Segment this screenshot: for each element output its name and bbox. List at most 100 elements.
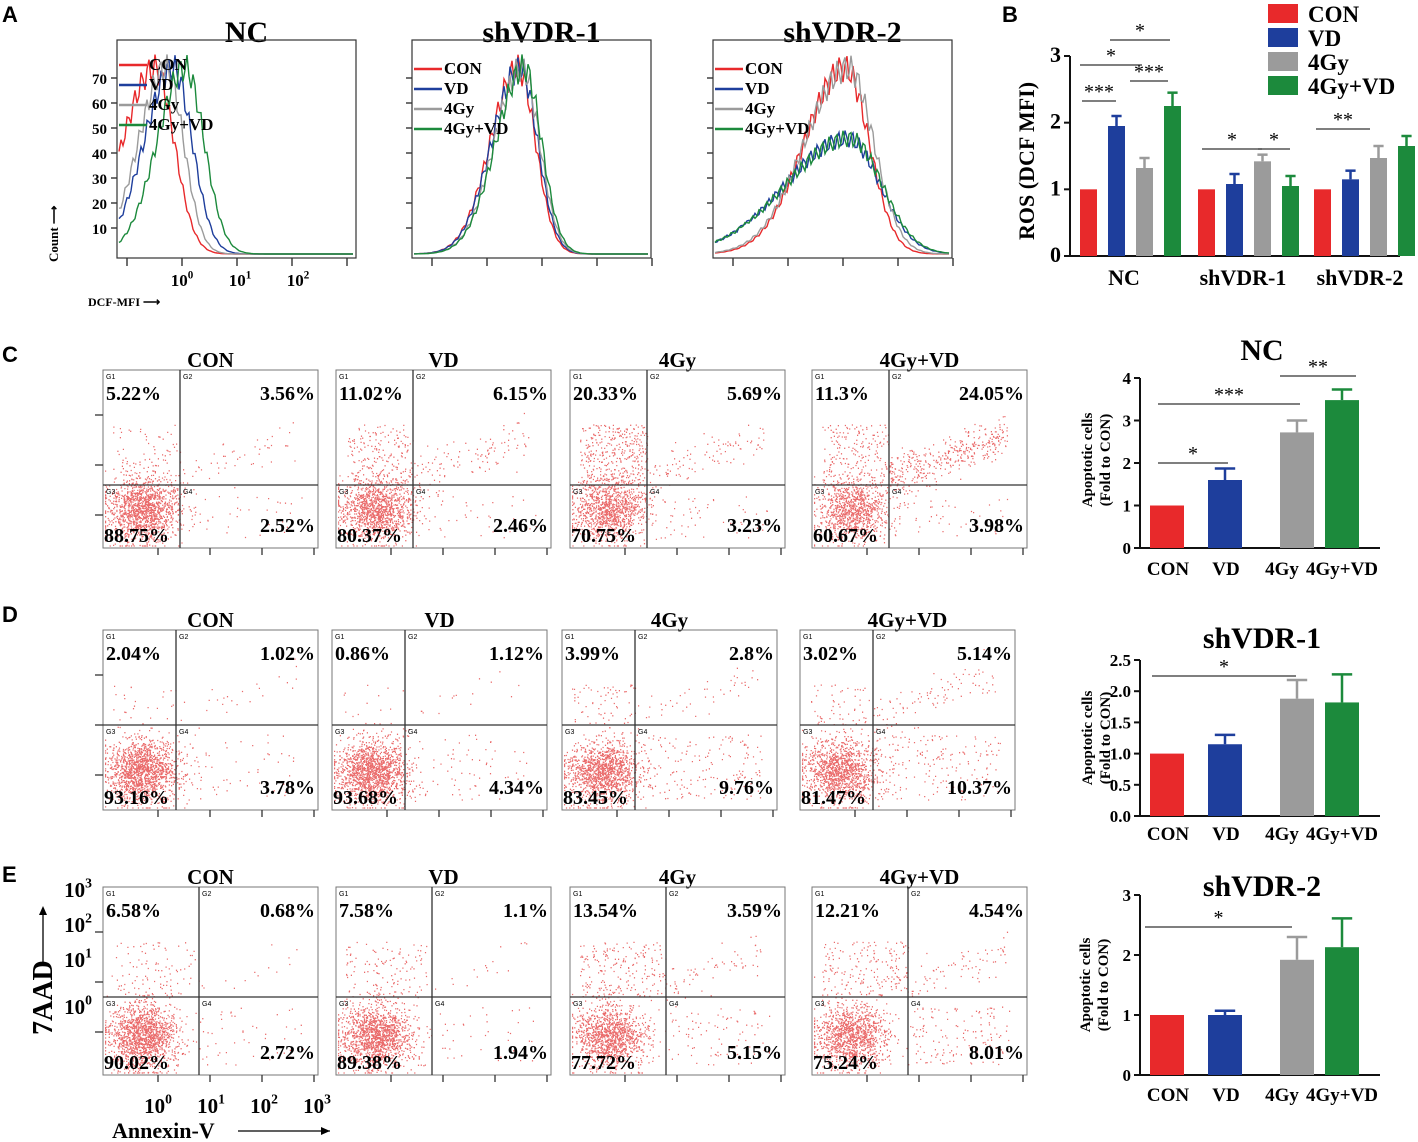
histogram-curve-con <box>714 56 949 255</box>
bar-vd <box>1208 480 1242 548</box>
gate-label: G2 <box>650 374 659 381</box>
x-tick-label: CON <box>1147 559 1190 580</box>
dot-cloud <box>105 942 304 1074</box>
gate-label: G3 <box>106 729 115 736</box>
quadrant-ll-percent: 77.72% <box>571 1052 636 1074</box>
legend-swatch <box>1268 52 1298 71</box>
legend-label: 4Gy+VD <box>745 119 809 138</box>
y-tick-label: 40 <box>92 147 107 163</box>
quadrant-ll-percent: 70.75% <box>571 525 636 547</box>
bar-vd <box>1208 744 1242 816</box>
quadrant-ul-percent: 2.04% <box>106 643 161 665</box>
gate-label: G2 <box>435 891 444 898</box>
gate-label: G3 <box>339 1001 348 1008</box>
y-tick-label: 3 <box>1050 42 1061 67</box>
significance-mark: * <box>1106 45 1116 67</box>
quadrant-ll-percent: 83.45% <box>563 787 628 809</box>
legend-label: CON <box>1308 2 1360 27</box>
quadrant-lr-percent: 5.15% <box>727 1042 782 1064</box>
y-axis-label: ROS (DCF MFI) <box>1014 82 1039 240</box>
gate-label: G2 <box>669 891 678 898</box>
quadrant-ur-percent: 0.68% <box>260 900 315 922</box>
histogram-frame <box>411 39 652 259</box>
y-axis-label-2: (Fold to CON) <box>1098 692 1114 785</box>
gate-label: G4 <box>179 729 188 736</box>
y-tick-label: 101 <box>64 946 92 972</box>
y-tick-label: 20 <box>92 197 107 213</box>
significance-mark: * <box>1214 907 1224 929</box>
dot-plot-c-4gy-vd: 4Gy+VD G1 G2 G3 G4 11.3% 24.05% 60.67% 3.98% <box>811 348 1028 555</box>
y-tick-label: 2.5 <box>1110 651 1131 670</box>
gate-label: G4 <box>650 489 659 496</box>
significance-mark: * <box>1227 129 1237 151</box>
legend-label: 4Gy+VD <box>149 115 213 134</box>
x-tick-label: CON <box>1147 824 1190 845</box>
quadrant-lr-percent: 8.01% <box>969 1042 1024 1064</box>
dot-plot-c-con: CON G1 G2 G3 G4 5.22% 3.56% 88.75% 2.52% <box>95 348 319 555</box>
x-axis-label: DCF-MFI ⟶ <box>88 295 160 309</box>
dot-plot-title: CON <box>187 348 234 372</box>
gate-label: G1 <box>335 634 344 641</box>
quadrant-ur-percent: 1.02% <box>260 643 315 665</box>
quadrant-ul-percent: 13.54% <box>573 900 638 922</box>
gate-label: G1 <box>339 891 348 898</box>
y-tick-label-base: 10 <box>64 878 85 902</box>
x-tick-label: VD <box>1212 824 1239 845</box>
gate-label: G2 <box>202 891 211 898</box>
gate-label: G3 <box>335 729 344 736</box>
x-tick-label: 4Gy <box>1265 559 1299 580</box>
x-tick-label: VD <box>1212 1085 1239 1106</box>
gate-label: G4 <box>202 1001 211 1008</box>
gate-label: G3 <box>815 1001 824 1008</box>
quadrant-lr-percent: 3.23% <box>727 515 782 537</box>
quadrant-lr-percent: 2.46% <box>493 515 548 537</box>
bar-vd <box>1108 126 1125 256</box>
y-tick-label: 0 <box>1123 539 1132 558</box>
bar-4gy <box>1254 161 1271 256</box>
dot-plot-title: VD <box>428 348 458 372</box>
dot-plot-title: CON <box>187 865 234 889</box>
significance-mark: * <box>1188 443 1198 465</box>
x-tick-label: 4Gy+VD <box>1306 1085 1378 1106</box>
bar-con <box>1314 189 1331 256</box>
gate-label: G1 <box>106 891 115 898</box>
histogram-curve-4gy <box>714 55 949 255</box>
bar-4gy-vd <box>1325 400 1359 548</box>
bar-vd <box>1226 184 1243 256</box>
y-tick-label-exp: 2 <box>85 911 92 926</box>
legend-label: 4Gy <box>444 99 475 118</box>
x-tick-label-base: 10 <box>229 271 246 290</box>
bar-4gy <box>1280 959 1314 1075</box>
y-tick-label-base: 10 <box>64 913 85 937</box>
gate-label: G2 <box>183 374 192 381</box>
bar-con <box>1150 753 1184 816</box>
dot-plot-d-4gy-vd: 4Gy+VD G1 G2 G3 G4 3.02% 5.14% 81.47% 10.37% <box>799 608 1016 817</box>
y-tick-label: 1 <box>1123 497 1132 516</box>
gate-label: G1 <box>815 891 824 898</box>
dot-plot-title: 4Gy+VD <box>868 608 948 632</box>
chart-title: shVDR-2 <box>1203 870 1321 903</box>
x-axis-arrowhead <box>321 1127 330 1135</box>
quadrant-ur-percent: 5.69% <box>727 383 782 405</box>
gate-label: G2 <box>892 374 901 381</box>
x-tick-label: 103 <box>303 1092 331 1118</box>
dot-plot-d-4gy: 4Gy G1 G2 G3 G4 3.99% 2.8% 83.45% 9.76% <box>561 608 778 817</box>
bar-con <box>1198 189 1215 256</box>
x-tick-label: NC <box>1108 265 1140 290</box>
quadrant-lr-percent: 3.78% <box>260 777 315 799</box>
chart-title: NC <box>1240 334 1283 367</box>
quadrant-ll-percent: 75.24% <box>813 1052 878 1074</box>
quadrant-ur-percent: 3.59% <box>727 900 782 922</box>
histogram-curve-4gy-vd <box>714 130 950 254</box>
bar-4gy <box>1280 698 1314 816</box>
quadrant-ll-percent: 93.68% <box>333 787 398 809</box>
quadrant-ll-percent: 80.37% <box>337 525 402 547</box>
y-tick-label: 4 <box>1123 369 1132 388</box>
legend-label: 4Gy+VD <box>444 119 508 138</box>
gate-label: G3 <box>573 489 582 496</box>
legend-label: VD <box>745 79 770 98</box>
quadrant-lr-percent: 9.76% <box>719 777 774 799</box>
